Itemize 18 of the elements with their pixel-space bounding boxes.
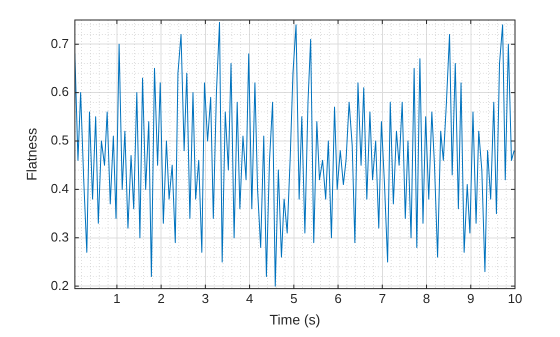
x-tick-label: 10 bbox=[508, 290, 522, 306]
x-tick-label: 9 bbox=[467, 290, 474, 306]
x-tick-label: 5 bbox=[290, 290, 298, 306]
y-tick-label: 0.7 bbox=[50, 36, 69, 51]
x-tick-label: 2 bbox=[158, 290, 165, 306]
y-tick-label: 0.5 bbox=[50, 132, 69, 148]
x-tick-label: 1 bbox=[113, 290, 121, 306]
y-tick-label: 0.6 bbox=[50, 84, 69, 100]
x-tick-label: 4 bbox=[246, 290, 254, 306]
x-tick-label: 3 bbox=[202, 290, 209, 306]
y-tick-label: 0.3 bbox=[50, 229, 69, 244]
x-tick-label: 8 bbox=[422, 290, 430, 306]
x-axis-title: Time (s) bbox=[270, 311, 320, 328]
y-tick-label: 0.4 bbox=[50, 180, 69, 196]
y-tick-label: 0.2 bbox=[50, 278, 69, 293]
x-tick-label: 6 bbox=[334, 290, 342, 306]
y-axis-title: Flatness bbox=[23, 128, 40, 181]
x-tick-label: 7 bbox=[378, 290, 386, 306]
